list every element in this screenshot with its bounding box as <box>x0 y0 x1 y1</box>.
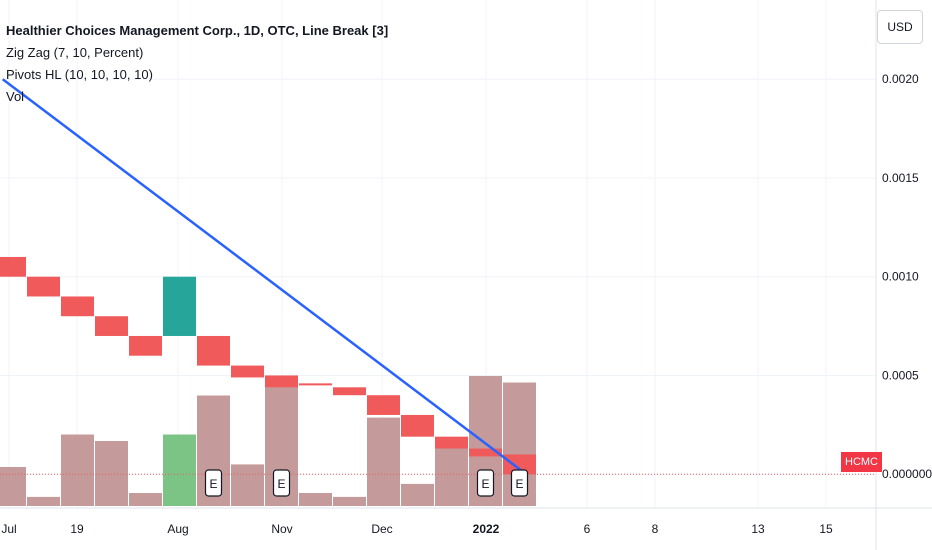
y-tick-label: 0.000000 <box>882 467 932 481</box>
volume-bar <box>0 467 26 506</box>
line-break-box <box>27 276 60 297</box>
chart-title: Healthier Choices Management Corp., 1D, … <box>6 23 389 38</box>
volume-bar <box>435 447 468 506</box>
line-break-box <box>401 414 434 437</box>
chart-legend: Healthier Choices Management Corp., 1D, … <box>6 20 388 108</box>
line-break-box <box>367 395 400 415</box>
earnings-marker-label: E <box>515 477 523 491</box>
volume-bar <box>129 493 162 506</box>
earnings-marker-label: E <box>209 477 217 491</box>
y-tick-label: 0.0015 <box>882 171 919 185</box>
x-tick-label: Dec <box>371 522 392 536</box>
earnings-marker <box>204 469 223 497</box>
line-break-box <box>469 448 502 457</box>
line-break-box <box>503 454 536 475</box>
line-break-box <box>129 335 162 356</box>
x-tick-label: 8 <box>652 522 659 536</box>
x-tick-label: Aug <box>167 522 188 536</box>
line-break-box <box>435 436 468 449</box>
grid <box>0 0 876 508</box>
volume-bar <box>367 417 400 506</box>
indicator-zigzag[interactable]: Zig Zag (7, 10, Percent) <box>6 45 144 60</box>
line-break-box <box>163 276 196 336</box>
zigzag-line <box>1 78 528 476</box>
last-price-symbol-tag: HCMC <box>841 452 882 472</box>
y-tick-label: 0.0020 <box>882 72 919 86</box>
currency-button[interactable]: USD <box>877 10 923 44</box>
line-break-box <box>333 387 366 396</box>
x-tick-label: 2022 <box>473 522 500 536</box>
x-tick-label: 15 <box>819 522 833 536</box>
y-tick-label: 0.0005 <box>882 368 919 382</box>
y-tick-label: 0.0010 <box>882 270 919 284</box>
earnings-marker <box>510 469 529 497</box>
volume-bar <box>27 496 60 506</box>
volume-bar <box>231 464 264 506</box>
volume-bar <box>333 496 366 506</box>
x-tick-label: 13 <box>751 522 765 536</box>
line-break-box <box>231 365 264 378</box>
line-break-box <box>299 383 332 386</box>
earnings-marker-label: E <box>481 477 489 491</box>
x-tick-label: 19 <box>70 522 84 536</box>
volume-bar <box>299 493 332 506</box>
line-break-box <box>95 316 128 336</box>
line-break-box <box>197 335 230 366</box>
line-break-box <box>61 296 94 317</box>
x-tick-label: 6 <box>584 522 591 536</box>
volume-bar <box>61 434 94 506</box>
zigzag-line <box>1 78 528 476</box>
earnings-marker <box>476 469 495 497</box>
earnings-marker <box>272 469 291 497</box>
volume-bar <box>95 441 128 506</box>
volume-bars <box>0 376 536 506</box>
volume-bar <box>401 483 434 506</box>
indicator-volume[interactable]: Vol <box>6 89 25 104</box>
volume-bar <box>163 434 196 506</box>
x-tick-label: Jul <box>1 522 16 536</box>
earnings-marker-label: E <box>277 477 285 491</box>
line-break-boxes <box>0 256 876 475</box>
line-break-box <box>0 256 26 277</box>
line-break-box <box>265 375 298 388</box>
x-tick-label: Nov <box>271 522 292 536</box>
indicator-pivots[interactable]: Pivots HL (10, 10, 10, 10) <box>6 67 153 82</box>
